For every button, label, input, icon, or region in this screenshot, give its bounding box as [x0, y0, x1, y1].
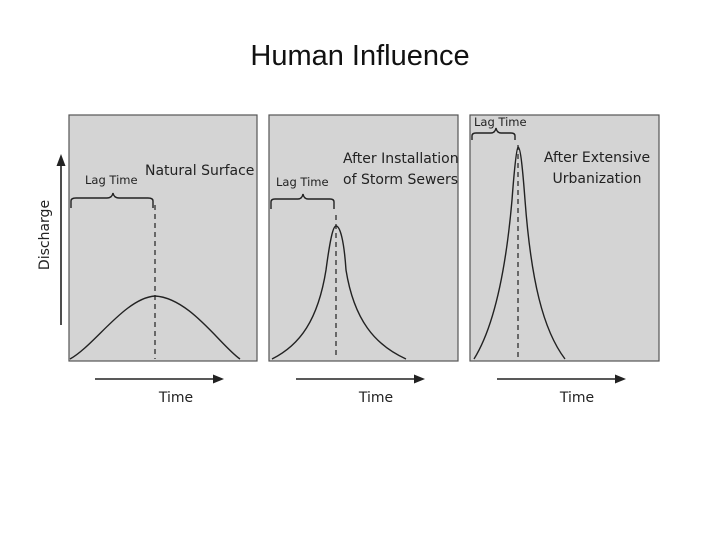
panel-caption-3-line-1: After Extensive	[544, 150, 650, 166]
time-label-3: Time	[559, 390, 594, 406]
panel-storm-sewers: Lag Time After Installation of Storm Sew…	[268, 114, 459, 406]
time-label-2: Time	[358, 390, 393, 406]
time-label-1: Time	[158, 390, 193, 406]
panel-natural-surface: Lag Time Natural Surface Time	[68, 114, 258, 406]
lag-time-label-3: Lag Time	[474, 115, 527, 129]
lag-time-label-1: Lag Time	[85, 173, 138, 187]
discharge-axis-label: Discharge	[37, 200, 53, 270]
lag-time-label-2: Lag Time	[276, 175, 329, 189]
panel-caption-3-line-2: Urbanization	[553, 171, 642, 187]
panel-caption-1: Natural Surface	[145, 163, 254, 179]
panel-urbanization: Lag Time After Extensive Urbanization Ti…	[469, 114, 660, 406]
discharge-axis	[56, 154, 66, 325]
panel-caption-2-line-1: After Installation	[343, 151, 459, 167]
panel-caption-2-line-2: of Storm Sewers	[343, 172, 458, 188]
slide-title: Human Influence	[250, 40, 470, 72]
